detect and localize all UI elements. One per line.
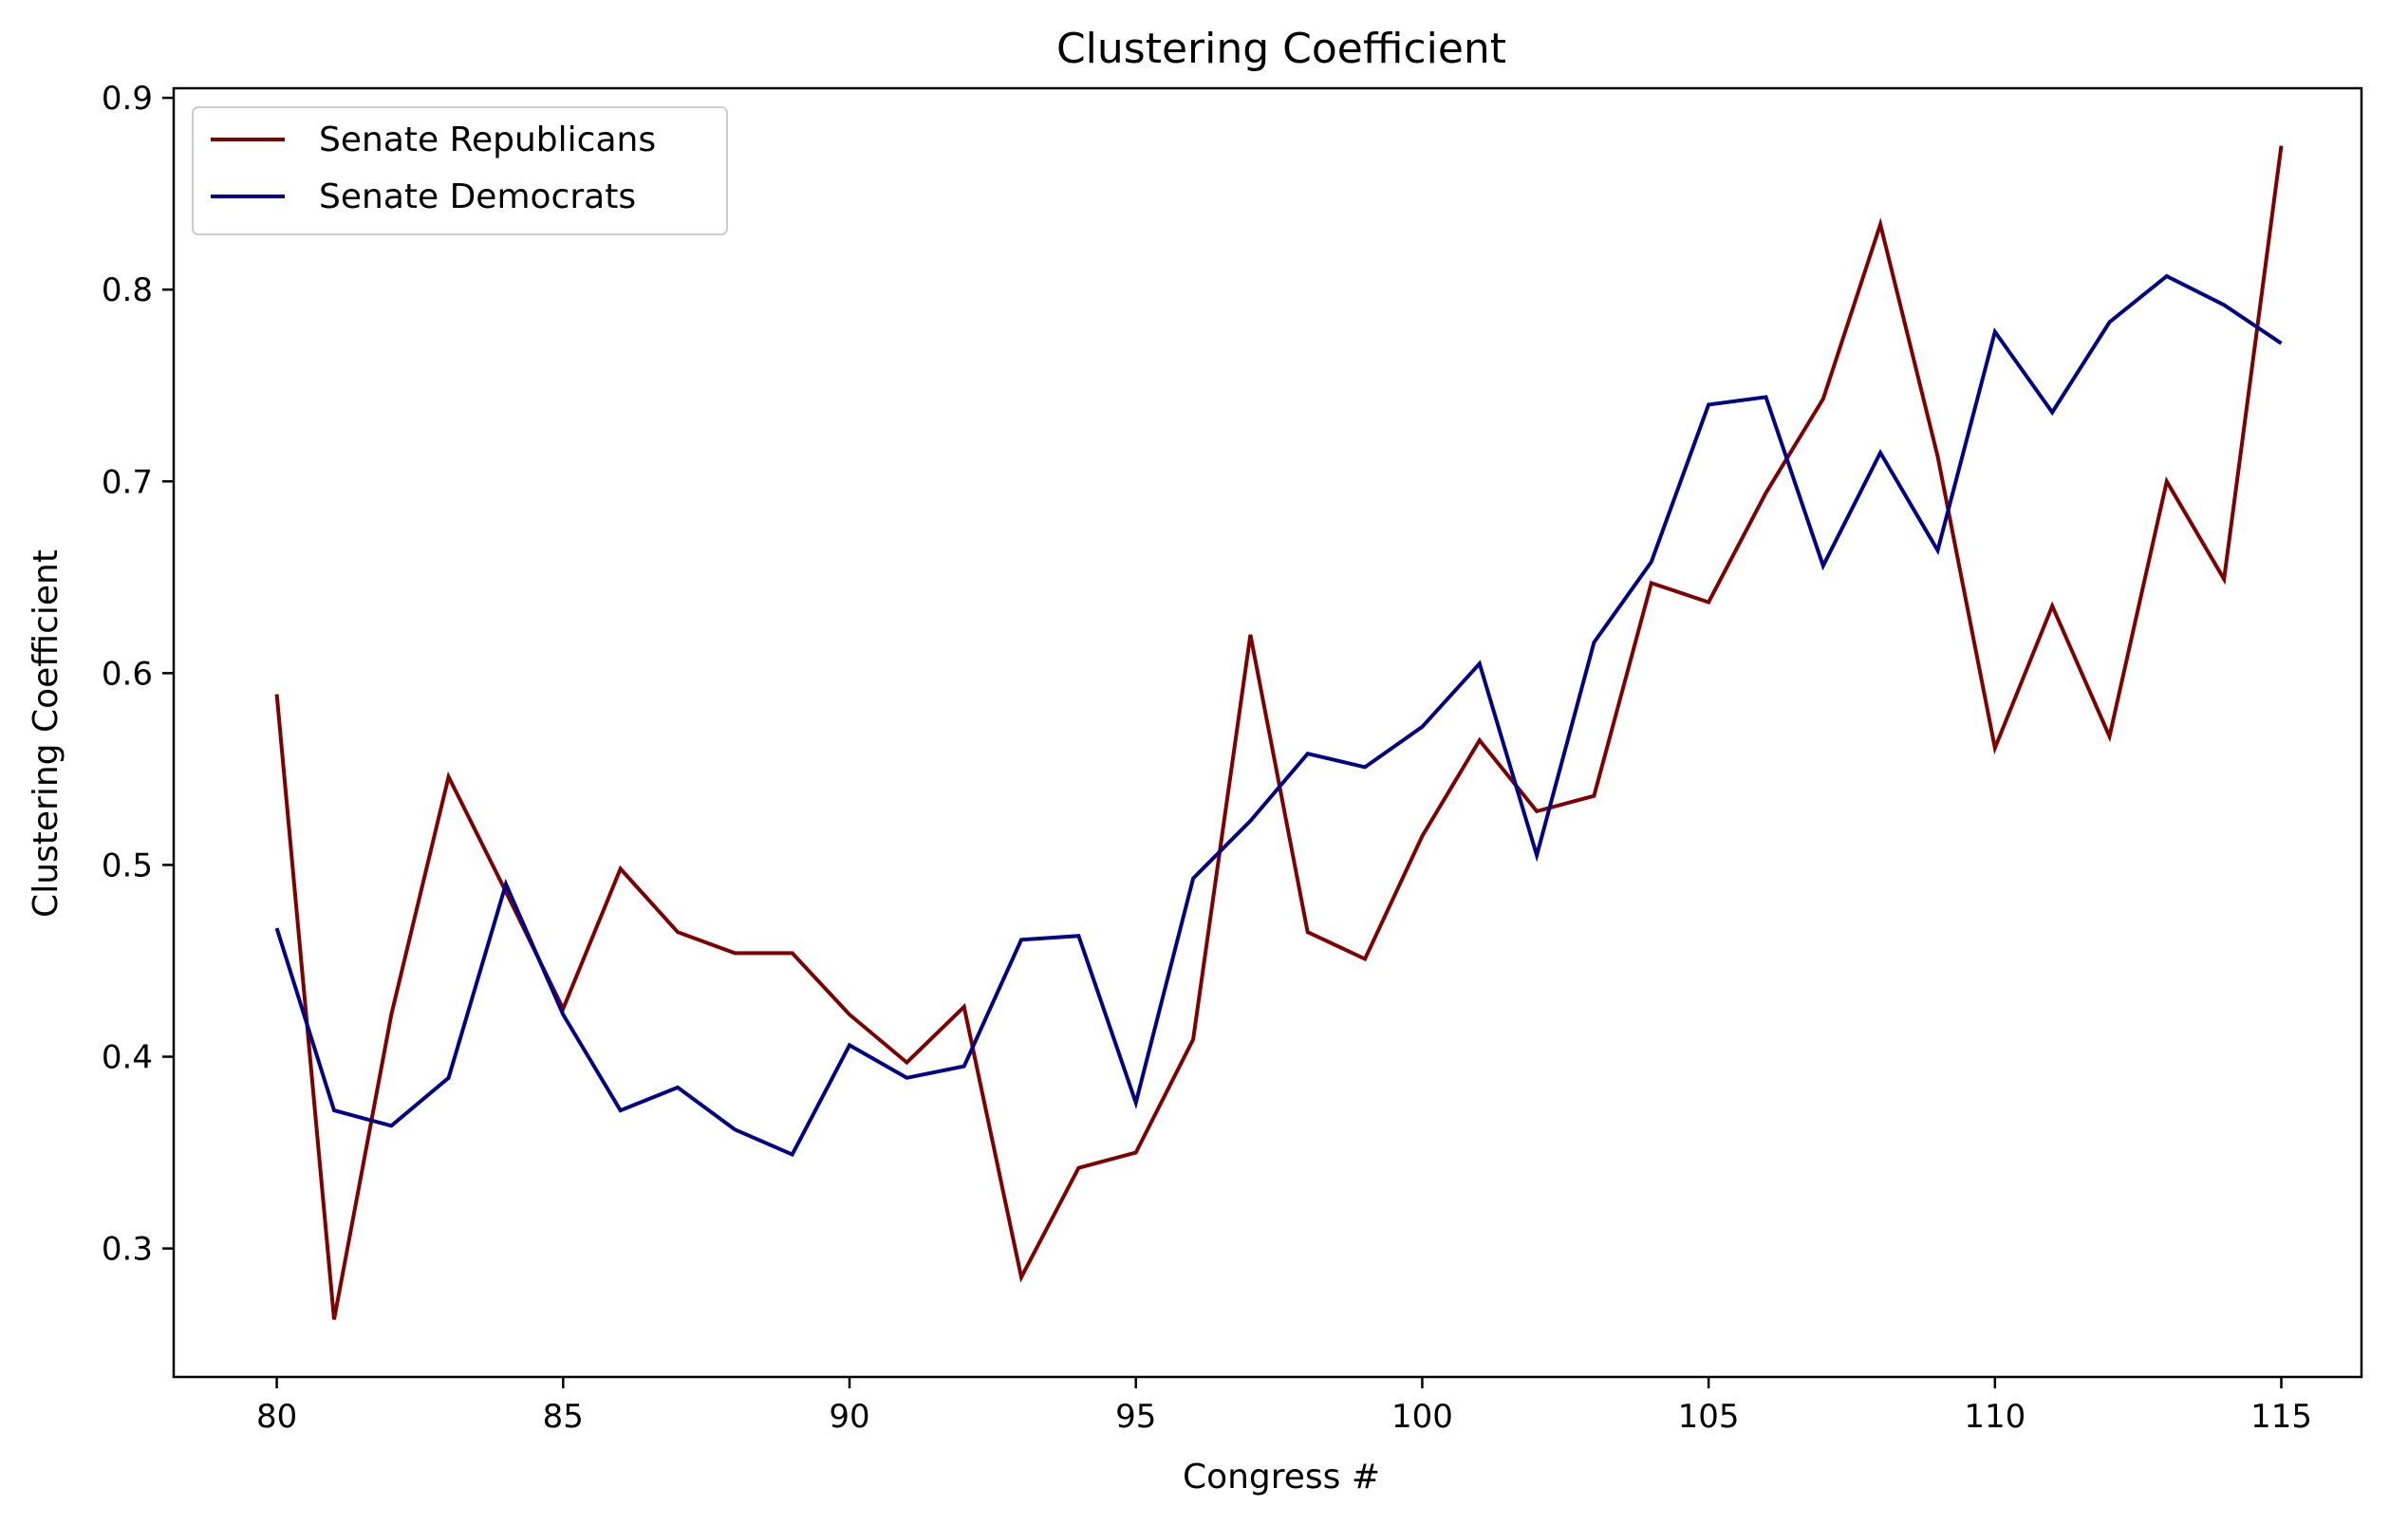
legend-label-senate-democrats: Senate Democrats: [319, 177, 636, 216]
legend-label-senate-republicans: Senate Republicans: [319, 121, 656, 159]
x-tick-label: 105: [1678, 1398, 1740, 1436]
x-tick-label: 85: [543, 1398, 584, 1436]
y-tick-label: 0.6: [102, 655, 153, 693]
series-layer: [274, 145, 2284, 1320]
y-tick-label: 0.4: [102, 1039, 153, 1077]
y-tick-label: 0.3: [102, 1231, 153, 1269]
y-axis-label: Clustering Coefficient: [27, 549, 65, 918]
x-tick-label: 80: [256, 1398, 297, 1436]
y-tick-label: 0.7: [102, 463, 153, 501]
x-tick-label: 100: [1391, 1398, 1453, 1436]
chart-title: Clustering Coefficient: [1056, 25, 1506, 73]
y-tick-label: 0.5: [102, 846, 153, 884]
y-tick-label: 0.8: [102, 271, 153, 309]
x-tick-label: 115: [2250, 1398, 2312, 1436]
x-tick-label: 90: [829, 1398, 869, 1436]
series-line-senate-republicans: [274, 145, 2284, 1320]
x-tick-label: 95: [1115, 1398, 1156, 1436]
y-tick-label: 0.9: [102, 80, 153, 118]
x-axis-ticks: 80 85 90 95 100 105 110 115: [256, 1377, 2312, 1436]
x-tick-label: 110: [1964, 1398, 2025, 1436]
legend-box: [192, 106, 728, 235]
series-line-senate-democrats: [274, 273, 2283, 1158]
x-axis-label: Congress #: [1183, 1458, 1380, 1497]
legend: Senate Republicans Senate Democrats: [192, 106, 728, 235]
y-axis-ticks: 0.3 0.4 0.5 0.6 0.7 0.8 0.9: [102, 80, 174, 1269]
plot-frame: [172, 86, 2363, 1379]
